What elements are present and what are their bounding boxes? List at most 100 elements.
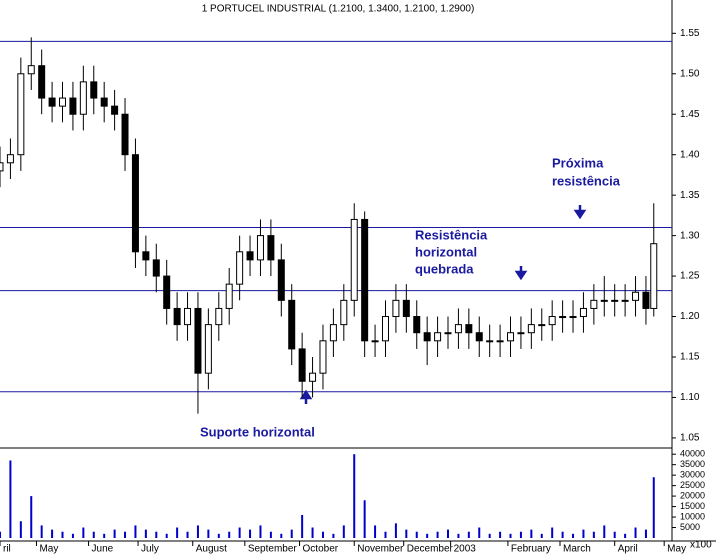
volume-bar <box>0 531 1 538</box>
candle-body <box>204 324 212 374</box>
volume-bar <box>196 525 199 538</box>
candle-body <box>434 332 442 342</box>
candle-body <box>121 113 129 156</box>
volume-bar <box>652 477 655 538</box>
candle-body <box>475 332 483 342</box>
candle-body <box>277 259 285 301</box>
candle-body <box>517 332 525 335</box>
candle-body <box>444 332 452 335</box>
candle-body <box>527 324 535 334</box>
volume-tick-label: 5000 <box>680 522 700 532</box>
volume-bar <box>644 529 647 538</box>
annotation: Resistência <box>415 227 488 242</box>
candle-body <box>111 105 119 115</box>
candle-body <box>267 235 275 261</box>
volume-bar <box>61 531 64 538</box>
candle-body <box>194 307 202 374</box>
volume-bar <box>561 531 564 538</box>
volume-bar <box>311 527 314 538</box>
candle-body <box>423 332 431 342</box>
volume-bar <box>582 529 585 538</box>
candle-body <box>309 372 317 382</box>
volume-bar <box>249 529 252 538</box>
volume-bar <box>603 525 606 538</box>
volume-bar <box>155 531 158 538</box>
x-tick-label: ril <box>3 544 11 555</box>
volume-bar <box>613 531 616 538</box>
y-tick-label: 1.50 <box>680 68 700 79</box>
candle-body <box>38 65 46 99</box>
x-tick-label: 2003 <box>454 544 477 555</box>
candle-body <box>600 299 608 302</box>
candle-body <box>642 291 650 309</box>
x-tick-label: September <box>248 544 298 555</box>
volume-bar <box>280 533 283 538</box>
volume-bar <box>124 531 127 538</box>
candle-body <box>288 299 296 350</box>
volume-bar <box>269 531 272 538</box>
candle-body <box>507 332 515 342</box>
volume-bar <box>509 533 512 538</box>
candle-body <box>59 97 67 107</box>
candle-body <box>298 348 306 382</box>
y-tick-label: 1.20 <box>680 311 700 322</box>
candle-body <box>371 340 379 343</box>
volume-bar <box>186 531 189 538</box>
candle-body <box>6 154 14 164</box>
volume-bar <box>384 531 387 538</box>
volume-bar <box>176 527 179 538</box>
volume-tick-label: 10000 <box>680 511 705 521</box>
x-tick-label: June <box>92 544 114 555</box>
candle-body <box>413 316 421 334</box>
volume-bar <box>134 525 137 538</box>
candle-body <box>152 259 160 277</box>
y-tick-label: 1.15 <box>680 352 700 363</box>
volume-bar <box>374 525 377 538</box>
volume-tick-label: 40000 <box>680 449 705 459</box>
annotation: resistência <box>552 173 621 188</box>
volume-bar <box>82 527 85 538</box>
candle-body <box>621 299 629 302</box>
volume-bar <box>467 531 470 538</box>
candle-body <box>184 307 192 326</box>
candle-body <box>48 97 56 107</box>
volume-bar <box>540 533 543 538</box>
volume-bar <box>238 527 241 538</box>
volume-bar <box>301 514 304 538</box>
candle-body <box>340 299 348 326</box>
candle-body <box>215 307 223 326</box>
arrow-down <box>573 205 587 220</box>
volume-bar <box>19 521 22 538</box>
candle-body <box>650 243 658 309</box>
volume-bar <box>259 525 262 538</box>
candle-body <box>256 235 264 261</box>
volume-tick-label: 25000 <box>680 480 705 490</box>
volume-bar <box>71 533 74 538</box>
candle-body <box>17 73 25 156</box>
volume-bar <box>519 531 522 538</box>
candle-body <box>225 283 233 309</box>
volume-bar <box>394 523 397 538</box>
volume-bar <box>624 533 627 538</box>
annotation: Suporte horizontal <box>200 424 315 439</box>
annotation: Próxima <box>552 155 604 170</box>
candle-body <box>236 251 244 285</box>
candle-body <box>465 324 473 334</box>
volume-bar <box>40 525 43 538</box>
candle-body <box>90 81 98 99</box>
candle-body <box>402 299 410 318</box>
candle-body <box>454 324 462 334</box>
candle-body <box>100 97 108 107</box>
y-tick-label: 1.05 <box>680 433 700 444</box>
volume-tick-label: 15000 <box>680 501 705 511</box>
annotation: horizontal <box>415 244 477 259</box>
volume-bar <box>592 531 595 538</box>
y-tick-label: 1.35 <box>680 190 700 201</box>
chart-title: 1 PORTUCEL INDUSTRIAL (1.2100, 1.3400, 1… <box>202 4 475 15</box>
candle-body <box>329 324 337 342</box>
volume-bar <box>405 529 408 538</box>
candle-body <box>131 154 139 253</box>
candle-body <box>611 299 619 302</box>
